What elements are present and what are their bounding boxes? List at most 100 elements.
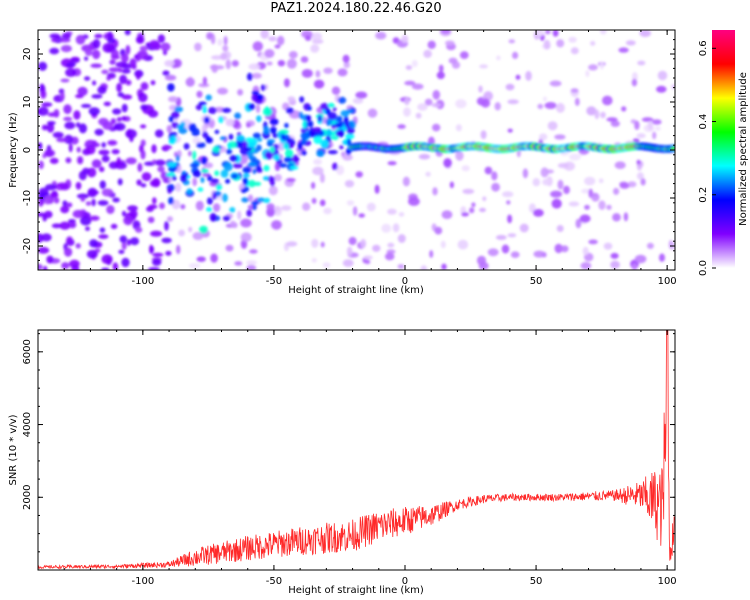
- heatmap-cell: [557, 162, 570, 169]
- heatmap-cell: [574, 97, 580, 106]
- x-tick-label: -100: [132, 276, 155, 287]
- heatmap-cell: [294, 157, 300, 162]
- heatmap-cell: [476, 255, 487, 266]
- heatmap-cell: [149, 179, 160, 187]
- heatmap-cell: [223, 35, 228, 46]
- heatmap-cell: [312, 127, 322, 133]
- heatmap-cell: [311, 32, 323, 41]
- heatmap-cell: [313, 158, 323, 165]
- heatmap-cell: [551, 198, 562, 209]
- heatmap-cell: [234, 112, 242, 120]
- heatmap-cell: [107, 140, 118, 146]
- heatmap-cell: [85, 144, 96, 155]
- y-tick-label: 4000: [22, 412, 33, 437]
- heatmap-cell: [53, 109, 60, 118]
- heatmap-cell: [263, 126, 270, 135]
- heatmap-cell: [556, 39, 565, 48]
- heatmap-cell: [225, 244, 234, 252]
- heatmap-cell: [355, 171, 364, 178]
- heatmap-cell: [121, 116, 127, 121]
- heatmap-cell: [305, 115, 312, 121]
- heatmap-cell: [274, 174, 282, 182]
- heatmap-cell: [528, 203, 536, 213]
- heatmap-cell: [277, 60, 286, 67]
- heatmap-cell: [166, 161, 177, 168]
- heatmap-cell: [117, 92, 125, 98]
- heatmap-cell: [212, 146, 221, 153]
- heatmap-cell: [332, 107, 337, 112]
- heatmap-cell: [652, 131, 657, 140]
- heatmap-cell: [274, 205, 281, 213]
- heatmap-cell: [544, 102, 557, 109]
- heatmap-cell: [242, 173, 250, 178]
- heatmap-cell: [195, 200, 204, 211]
- heatmap-cell: [97, 200, 109, 206]
- heatmap-cell: [610, 252, 619, 259]
- heatmap-cell: [194, 42, 202, 52]
- heatmap-cell: [423, 49, 432, 59]
- heatmap-cell: [484, 166, 493, 175]
- heatmap-cell: [505, 83, 515, 91]
- heatmap-cell: [251, 72, 262, 79]
- heatmap-cell: [101, 254, 113, 265]
- heatmap-cell: [636, 159, 641, 165]
- heatmap-cell: [455, 124, 462, 132]
- heatmap-cell: [269, 118, 279, 126]
- heatmap-cell: [180, 173, 188, 183]
- heatmap-cell: [266, 61, 273, 66]
- heatmap-cell: [246, 209, 253, 217]
- heatmap-cell: [225, 178, 231, 184]
- heatmap-cell: [625, 40, 636, 46]
- heatmap-cell: [110, 49, 119, 59]
- heatmap-cell: [462, 188, 475, 195]
- heatmap-cell: [201, 156, 208, 165]
- heatmap-cell: [116, 157, 121, 167]
- snr-x-axis: -100 -50 0 50 100: [37, 330, 677, 587]
- heatmap-cell: [279, 129, 289, 135]
- heatmap-cell: [231, 60, 239, 67]
- heatmap-cell: [637, 60, 646, 66]
- heatmap-cell: [87, 190, 99, 195]
- heatmap-cell: [536, 30, 544, 37]
- heatmap-cell: [68, 143, 73, 153]
- heatmap-cell: [363, 255, 373, 260]
- heatmap-cell: [89, 239, 98, 248]
- heatmap-cell: [599, 61, 604, 70]
- heatmap-cell: [148, 204, 158, 210]
- heatmap-cell: [219, 136, 227, 141]
- heatmap-cell: [130, 237, 140, 246]
- heatmap-cell: [202, 105, 207, 114]
- heatmap-cell: [411, 60, 418, 68]
- heatmap-cell: [302, 120, 307, 129]
- heatmap-cell: [297, 148, 303, 157]
- heatmap-cell: [119, 235, 128, 243]
- heatmap-cell: [80, 103, 92, 108]
- snr-x-axis-label: Height of straight line (km): [288, 585, 424, 596]
- heatmap-cell: [342, 154, 353, 161]
- heatmap-cell: [71, 264, 80, 270]
- heatmap-cell: [39, 83, 45, 92]
- heatmap-cell: [149, 40, 160, 49]
- heatmap-cell: [316, 149, 325, 158]
- heatmap-cell: [598, 200, 606, 210]
- heatmap-cell: [192, 170, 202, 178]
- x-tick-label: -50: [266, 576, 282, 587]
- heatmap-cell: [196, 256, 206, 263]
- heatmap-cell: [443, 158, 452, 168]
- y-tick-label: 0: [22, 147, 33, 153]
- heatmap-cell: [229, 141, 237, 149]
- heatmap-cell: [38, 61, 48, 71]
- heatmap-cell: [198, 101, 207, 106]
- heatmap-cell: [64, 134, 74, 144]
- heatmap-cell: [606, 117, 618, 122]
- heatmap-cell: [75, 34, 86, 45]
- heatmap-cell: [352, 97, 364, 104]
- heatmap-cell: [239, 154, 248, 165]
- heatmap-cell: [320, 139, 330, 149]
- heatmap-cell: [440, 240, 446, 249]
- heatmap-cell: [266, 203, 275, 211]
- heatmap-cell: [152, 258, 162, 266]
- heatmap-y-axis: -20 -10 0 10 20: [22, 29, 675, 271]
- heatmap-cell: [229, 207, 236, 213]
- heatmap-cell: [46, 255, 54, 264]
